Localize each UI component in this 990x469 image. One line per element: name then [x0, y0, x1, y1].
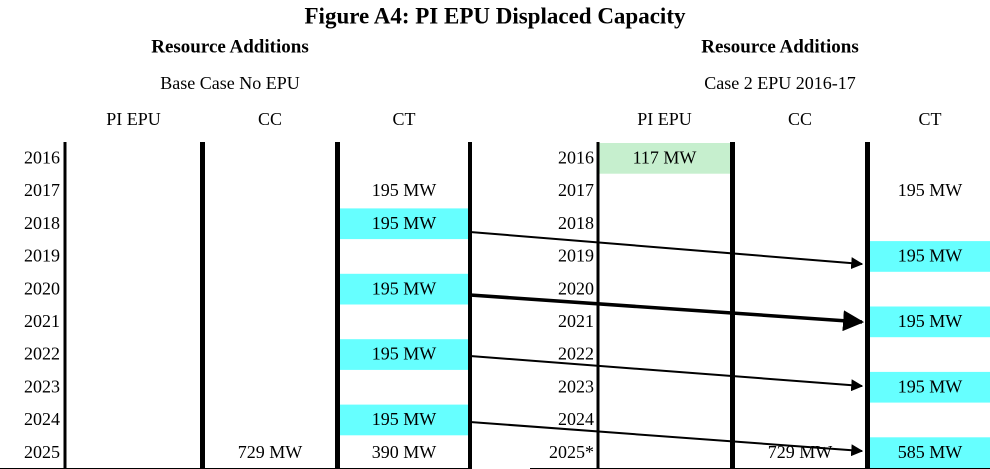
cell-value: 195 MW: [898, 246, 963, 266]
cell-value: 195 MW: [898, 376, 963, 396]
cell-value: 390 MW: [372, 442, 437, 462]
cell-value: 195 MW: [372, 213, 437, 233]
year: 2021: [24, 311, 60, 331]
year: 2018: [24, 213, 60, 233]
tables: Resource Additions Base Case No EPU PI EPU…: [0, 36, 990, 469]
cell-value: 195 MW: [898, 180, 963, 200]
cell-value: 195 MW: [372, 409, 437, 429]
year: 2025*: [549, 442, 594, 462]
year: 2016: [558, 147, 594, 167]
column-header: CT: [392, 109, 415, 129]
cell-value: 117 MW: [633, 147, 697, 167]
year: 2020: [558, 278, 594, 298]
year: 2017: [24, 180, 60, 200]
column-header: PI EPU: [106, 109, 161, 129]
year: 2023: [558, 376, 594, 396]
cell-highlight: [340, 404, 468, 436]
table-subheading: Base Case No EPU: [160, 73, 299, 93]
year: 2022: [558, 344, 594, 364]
cell-highlight: [870, 306, 990, 338]
cell-value: 195 MW: [372, 180, 437, 200]
year: 2017: [558, 180, 594, 200]
year: 2024: [558, 409, 594, 429]
cell-value: 195 MW: [372, 278, 437, 298]
cell-value: 729 MW: [238, 442, 303, 462]
cell-highlight: [340, 339, 468, 370]
cell-highlight: [870, 241, 990, 272]
year: 2020: [24, 278, 60, 298]
arrows: [469, 231, 865, 457]
arrow: [469, 293, 865, 332]
cell-highlight: [599, 143, 730, 174]
year: 2021: [558, 311, 594, 331]
table-subheading: Case 2 EPU 2016-17: [704, 73, 856, 93]
table-heading: Resource Additions: [701, 36, 858, 57]
arrow: [469, 355, 864, 392]
year: 2022: [24, 344, 60, 364]
year: 2023: [24, 376, 60, 396]
cell-highlight: [870, 371, 990, 403]
column-header: CC: [788, 109, 812, 129]
arrow: [469, 421, 864, 457]
year: 2019: [558, 246, 594, 266]
cell-highlight: [340, 208, 468, 240]
cell-highlight: [870, 437, 990, 468]
cell-value: 585 MW: [898, 442, 963, 462]
title: Figure A4: PI EPU Displaced Capacity: [305, 3, 686, 28]
cell-value: 195 MW: [898, 311, 963, 331]
year: 2019: [24, 246, 60, 266]
column-header: CT: [918, 109, 941, 129]
cell-highlight: [340, 273, 468, 305]
column-header: PI EPU: [637, 109, 692, 129]
arrow: [469, 231, 864, 270]
table-heading: Resource Additions: [151, 36, 308, 57]
column-header: CC: [258, 109, 282, 129]
year: 2018: [558, 213, 594, 233]
year: 2016: [24, 147, 60, 167]
year: 2025: [24, 442, 60, 462]
cell-value: 195 MW: [372, 344, 437, 364]
year: 2024: [24, 409, 60, 429]
